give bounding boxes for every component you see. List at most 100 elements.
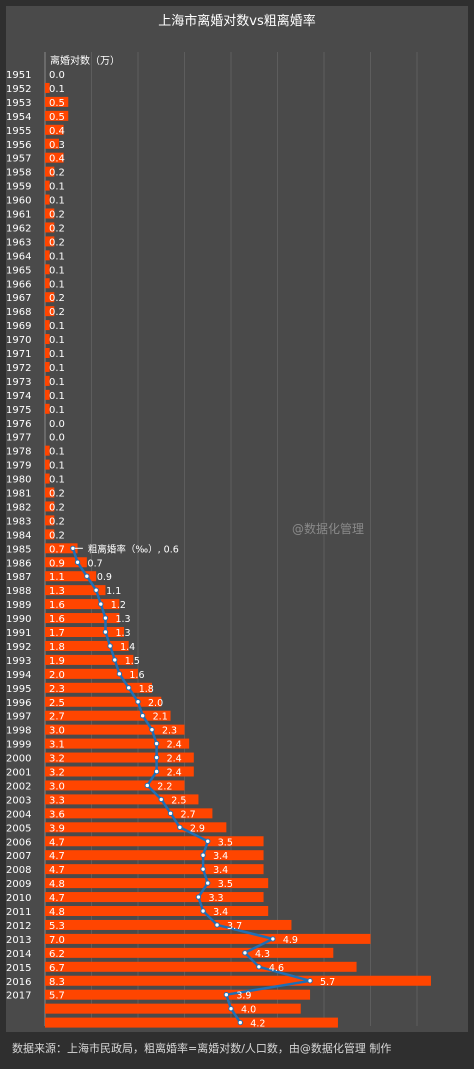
- rate-value-label: 2.2: [157, 781, 172, 792]
- rate-value-label: 1.3: [115, 628, 130, 639]
- bar: [45, 543, 78, 554]
- rate-point: [228, 1005, 234, 1012]
- bar-value-label: 0.5: [49, 112, 65, 123]
- bar-value-label: 1.3: [49, 586, 65, 597]
- bar-value-label: 2.7: [49, 712, 65, 723]
- year-tick-label: 2005: [6, 823, 31, 834]
- bar-value-label: 0.2: [49, 530, 65, 541]
- bar-value-label: 0.2: [49, 516, 65, 527]
- rate-point: [126, 685, 132, 691]
- bar-value-label: 0.0: [49, 419, 65, 430]
- bar-value-label: 5.7: [49, 991, 65, 1002]
- year-tick-label: 1999: [6, 740, 31, 751]
- rate-value-label: 3.9: [236, 991, 251, 1002]
- bar: [45, 613, 120, 624]
- bar-value-label: 6.2: [49, 949, 65, 960]
- rate-point: [214, 922, 220, 928]
- bar-value-label: 1.1: [49, 572, 65, 583]
- bar: [45, 529, 55, 540]
- rate-point: [153, 740, 160, 747]
- year-tick-label: 2015: [6, 963, 31, 974]
- bar: [45, 794, 199, 805]
- bar: [45, 906, 269, 916]
- rate-point: [158, 796, 164, 803]
- bar: [45, 348, 50, 358]
- bar: [45, 640, 129, 651]
- bar: [45, 599, 120, 610]
- bar-value-label: 3.1: [49, 740, 65, 751]
- bar-value-label: 0.1: [49, 279, 65, 290]
- rate-point: [107, 643, 113, 649]
- bar: [45, 752, 194, 763]
- bar-value-label: 0.2: [49, 168, 65, 179]
- bar-value-label: 0.1: [49, 447, 65, 458]
- rate-value-label: 4.2: [250, 1019, 265, 1030]
- rate-point: [116, 671, 123, 677]
- bar: [45, 501, 55, 512]
- bar: [45, 110, 69, 121]
- year-tick-label: 1997: [6, 712, 31, 723]
- bar-value-label: 0.1: [49, 84, 65, 95]
- year-tick-label: 1994: [6, 670, 31, 681]
- rate-point: [270, 936, 276, 942]
- bar: [45, 989, 311, 1000]
- bar-value-label: 7.0: [49, 935, 65, 946]
- bar-value-label: 3.2: [49, 754, 65, 765]
- bar: [45, 278, 50, 289]
- bar-value-label: 3.6: [49, 809, 65, 820]
- year-tick-label: 1952: [6, 84, 31, 95]
- rate-point: [93, 587, 99, 593]
- bar-value-label: 0.1: [49, 349, 65, 360]
- rate-value-label: 3.3: [208, 893, 223, 904]
- bar-value-label: 0.1: [49, 475, 65, 486]
- bar: [45, 975, 431, 986]
- rate-point: [177, 824, 183, 830]
- bar: [45, 236, 55, 247]
- rate-point: [135, 699, 141, 705]
- year-tick-label: 1965: [6, 265, 31, 276]
- rate-value-label: 1.3: [115, 614, 130, 625]
- year-tick-label: 1988: [6, 586, 31, 597]
- rate-value-label: 4.3: [255, 949, 270, 960]
- year-tick-label: 1983: [6, 516, 31, 527]
- year-tick-label: 1967: [6, 293, 31, 304]
- bar-value-label: 0.0: [49, 70, 65, 81]
- year-tick-label: 1975: [6, 405, 31, 416]
- chart-title: 上海市离婚对数vs粗离婚率: [158, 14, 316, 29]
- bar-value-label: 4.7: [49, 865, 65, 876]
- rate-point: [144, 782, 151, 789]
- bar-value-label: 1.9: [49, 656, 65, 667]
- rate-value-label: 3.5: [218, 879, 233, 890]
- rate-point: [205, 880, 211, 886]
- bar-value-label: 0.1: [49, 461, 65, 472]
- bar: [45, 668, 138, 679]
- bar-value-label: 2.3: [49, 684, 65, 695]
- year-tick-label: 1959: [6, 182, 31, 193]
- bar: [45, 682, 152, 693]
- rate-value-label: 1.1: [106, 586, 121, 597]
- bar-value-label: 1.7: [49, 628, 65, 639]
- bar: [45, 375, 50, 386]
- bar: [45, 696, 162, 707]
- rate-point: [102, 615, 109, 621]
- bar-value-label: 3.0: [49, 726, 65, 737]
- rate-point: [149, 726, 155, 733]
- bar-value-label: 0.1: [49, 182, 65, 193]
- bar-value-label: 1.8: [49, 642, 65, 653]
- rate-point: [74, 559, 81, 565]
- bar: [45, 361, 50, 372]
- year-tick-label: 1992: [6, 642, 31, 653]
- year-tick-label: 1964: [6, 251, 31, 262]
- rate-point: [139, 713, 146, 719]
- year-tick-label: 2011: [6, 907, 31, 918]
- bar-value-label: 0.5: [49, 98, 65, 109]
- rate-value-label: 4.0: [241, 1005, 256, 1016]
- bar: [45, 152, 64, 163]
- bar: [45, 933, 371, 944]
- bar-value-label: 4.8: [49, 907, 65, 918]
- year-tick-label: 1980: [6, 475, 31, 486]
- bar: [45, 585, 106, 596]
- bar-series-name: 离婚对数（万）: [50, 54, 120, 67]
- year-tick-label: 2002: [6, 781, 31, 792]
- year-tick-label: 2009: [6, 879, 31, 890]
